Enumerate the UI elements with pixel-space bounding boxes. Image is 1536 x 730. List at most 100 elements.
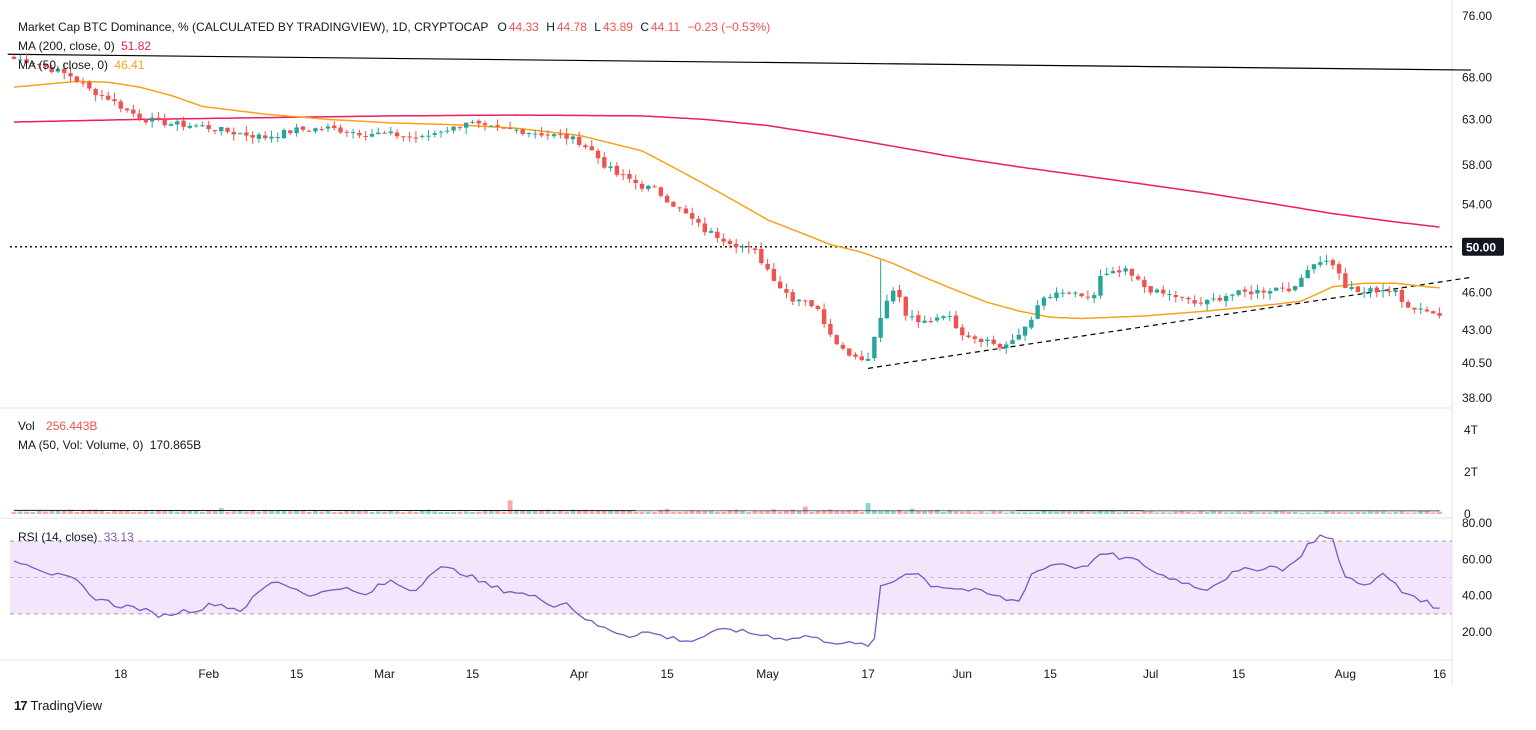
candle — [307, 130, 311, 132]
volume-bar — [702, 511, 707, 514]
candle-body — [784, 289, 788, 293]
ma200-legend[interactable]: MA (200, close, 0) 51.82 — [18, 39, 151, 53]
candle — [1255, 285, 1259, 299]
volume-bar — [376, 511, 381, 514]
candle — [200, 122, 204, 127]
candle-body — [345, 132, 349, 133]
time-tick-label: 15 — [660, 667, 674, 681]
candle — [954, 311, 958, 329]
candle-body — [131, 110, 135, 114]
candle-body — [772, 269, 776, 281]
candle — [527, 132, 531, 137]
candle-body — [1437, 313, 1441, 316]
candle-body — [527, 133, 531, 134]
candle — [338, 124, 342, 134]
candle-body — [948, 316, 952, 317]
candle-body — [564, 134, 568, 139]
volume-bar — [1318, 513, 1323, 514]
candle — [935, 314, 939, 323]
candle-body — [1268, 291, 1272, 293]
candle-body — [897, 290, 901, 297]
rsi-legend[interactable]: RSI (14, close) 33.13 — [18, 530, 134, 544]
candle — [1042, 296, 1046, 310]
volume-bar — [1387, 512, 1392, 514]
candle — [1123, 266, 1127, 275]
candle — [100, 90, 104, 100]
candle-body — [1312, 264, 1316, 269]
symbol-title[interactable]: Market Cap BTC Dominance, % (CALCULATED … — [18, 20, 488, 34]
time-tick-label: 15 — [1044, 667, 1058, 681]
candle-body — [916, 315, 920, 322]
time-tick-label: 15 — [1232, 667, 1246, 681]
candle-body — [816, 306, 820, 309]
rsi-pane[interactable] — [10, 535, 1452, 646]
candle — [721, 234, 725, 247]
rsi-tick-label: 80.00 — [1462, 516, 1492, 530]
candle-body — [1280, 288, 1284, 289]
volume-bar — [746, 512, 751, 514]
candle — [345, 130, 349, 137]
candle — [929, 317, 933, 323]
volume-bar — [43, 511, 48, 514]
volume-bar — [420, 511, 425, 514]
ma50-legend[interactable]: MA (50, close, 0) 46.41 — [18, 58, 144, 72]
candle — [395, 129, 399, 139]
candle — [684, 205, 688, 214]
volume-legend[interactable]: Vol 256.443B — [18, 419, 97, 433]
volume-bar — [1224, 512, 1229, 514]
candle — [872, 336, 876, 361]
candle — [1305, 265, 1309, 278]
candle-body — [615, 166, 619, 175]
volume-bar — [891, 511, 896, 514]
candle — [1312, 264, 1316, 274]
candle-body — [382, 133, 386, 134]
candle-body — [276, 137, 280, 138]
ma50-value: 46.41 — [114, 58, 144, 72]
candle — [1356, 286, 1360, 292]
time-tick-label: 16 — [1433, 667, 1447, 681]
candle — [489, 125, 493, 127]
volume-bar — [150, 511, 155, 514]
volume-bar — [1381, 512, 1386, 514]
candle-body — [954, 315, 958, 328]
candle — [1098, 270, 1102, 299]
candle — [659, 186, 663, 197]
candle-body — [1092, 295, 1096, 298]
ma200-value: 51.82 — [121, 39, 151, 53]
candle — [1111, 267, 1115, 274]
candle-body — [464, 123, 468, 128]
volume-bar — [979, 511, 984, 514]
tradingview-logo[interactable]: 17 TradingView — [14, 698, 102, 713]
candle-body — [828, 324, 832, 335]
volume-bar — [552, 511, 557, 514]
volume-bar — [1016, 512, 1021, 514]
candle-body — [502, 128, 506, 129]
candle-body — [81, 83, 85, 84]
rsi-label: RSI (14, close) — [18, 530, 97, 544]
candle — [891, 287, 895, 304]
volume-bar — [640, 512, 645, 514]
candle-body — [558, 134, 562, 135]
volume-pane[interactable] — [12, 500, 1442, 514]
candle — [634, 175, 638, 190]
candle — [1419, 303, 1423, 314]
volume-bar — [200, 512, 205, 514]
long-term-resistance-trendline — [8, 54, 1471, 70]
candle — [703, 217, 707, 235]
candle-body — [1343, 273, 1347, 288]
candle — [922, 316, 926, 323]
volume-bar — [721, 512, 726, 514]
volume-ma-legend[interactable]: MA (50, Vol: Volume, 0) 170.865B — [18, 438, 201, 452]
rsi-value: 33.13 — [104, 530, 134, 544]
candle-body — [100, 95, 104, 96]
volume-bar — [998, 511, 1003, 514]
candle-body — [238, 133, 242, 134]
candle — [1073, 291, 1077, 297]
volume-bar — [985, 513, 990, 514]
price-pane[interactable] — [8, 53, 1471, 368]
candle-body — [891, 291, 895, 302]
price-legend: Market Cap BTC Dominance, % (CALCULATED … — [18, 20, 770, 34]
candle-body — [1287, 289, 1291, 291]
